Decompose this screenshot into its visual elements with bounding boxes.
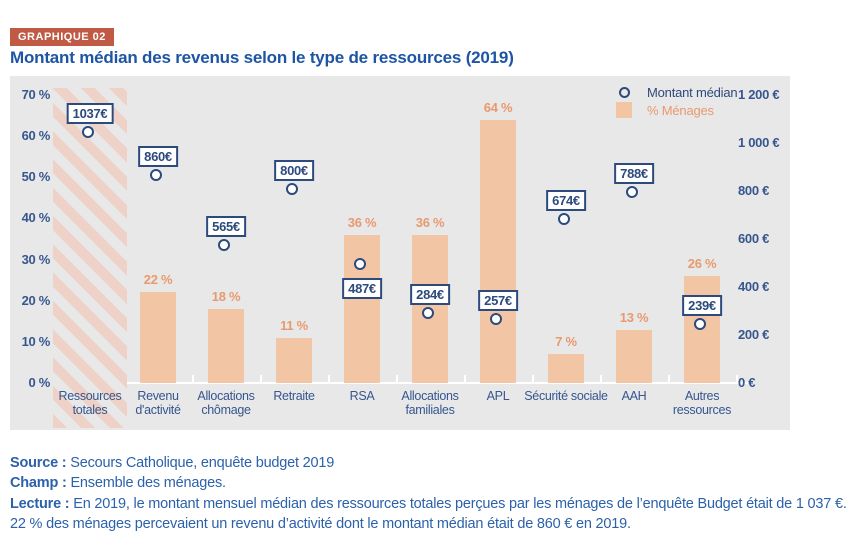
x-axis-category-label: RSA [349,389,375,403]
x-axis-category-label: AAH [621,389,647,403]
median-marker [286,183,298,195]
x-axis-category-label: Revenu d'activité [135,389,181,417]
bar-percent-label: 36 % [347,214,377,230]
axis-baseline [56,382,750,384]
median-marker [626,185,638,198]
x-axis-category-label: Sécurité sociale [524,389,608,403]
y-axis-label-left: 20 % [21,292,51,308]
hatched-bar [53,88,127,428]
legend-slot [614,102,634,118]
median-marker [218,239,230,252]
legend-label-median: Montant médian [647,84,738,100]
median-value-box: 674€ [546,190,586,212]
x-axis-category-label: Allocations familiales [401,389,459,417]
bar-percent-label: 64 % [483,99,513,115]
y-axis-label-left: 40 % [21,210,51,226]
y-axis-label-right: 400 € [738,279,770,294]
bar [140,292,176,383]
median-value-box: 487€ [342,278,382,300]
median-marker [150,168,162,181]
bar [616,329,652,383]
y-axis-label-right: 600 € [738,231,770,246]
legend-item-pct: % Ménages [604,101,784,119]
x-axis-category-label: Autres ressources [672,389,732,417]
median-value-box: 788€ [614,162,654,184]
median-marker-icon [618,86,630,98]
chart-title: Montant médian des revenus selon le type… [10,48,514,67]
median-value-box: 257€ [478,290,518,312]
legend-label-pct: % Ménages [647,102,714,118]
median-marker [490,313,502,326]
median-value-box: 800€ [274,160,314,181]
median-value-box: 565€ [206,216,246,238]
bar [344,234,380,383]
axis-tick [192,375,194,384]
axis-tick [668,375,670,384]
axis-tick [464,375,466,384]
axis-tick [532,375,534,384]
legend-slot [614,86,634,98]
bar-percent-label: 11 % [280,317,308,333]
median-value-box: 284€ [410,283,450,305]
y-axis-label-left: 70 % [21,87,51,102]
x-axis-category-label: Allocations chômage [197,389,255,417]
axis-tick [736,375,738,384]
bar [480,119,516,383]
median-marker [422,306,434,319]
y-axis-label-left: 60 % [21,128,51,144]
bar-percent-label: 26 % [687,256,717,272]
x-axis-category-label: APL [486,389,510,403]
bar-percent-label: 18 % [211,288,241,304]
x-axis-category-label: Ressources totales [58,389,122,417]
bar [276,337,312,383]
bar-percent-label: 22 % [143,272,173,288]
y-axis-label-left: 10 % [21,333,51,349]
axis-tick [328,375,330,384]
y-axis-label-right: 1 200 € [738,87,780,102]
lecture-line-2: 22 % des ménages percevaient un revenu d… [10,515,631,532]
legend-item-median: Montant médian [604,83,784,101]
y-axis-label-right: 0 € [738,375,756,390]
axis-tick [260,375,262,384]
bar-percent-label: 13 % [619,309,649,325]
median-value-box: 1037€ [66,103,114,125]
bar [548,354,584,383]
y-axis-label-left: 0 % [28,375,50,390]
median-value-box: 860€ [138,145,178,167]
chart-legend: Montant médian % Ménages [604,83,784,119]
bar-swatch-icon [616,102,632,118]
y-axis-label-right: 1 000 € [738,135,780,150]
chart-panel: Montant médian % Ménages 70 % 60 % 50 % 40 … [10,76,790,430]
median-marker [82,126,94,139]
median-marker [354,258,366,271]
y-axis-label-left: 30 % [21,251,51,267]
axis-tick [396,375,398,384]
bar-percent-label: 7 % [555,334,577,350]
lecture-line-1: Lecture : En 2019, le montant mensuel mé… [10,495,847,512]
y-axis-label-right: 200 € [738,327,770,342]
y-axis-label-left: 50 % [21,169,51,185]
bar-percent-label: 36 % [415,214,445,230]
bar [208,308,244,383]
x-axis-category-label: Retraite [273,389,315,403]
y-axis-label-right: 800 € [738,183,770,198]
source-line: Source : Secours Catholique, enquête bud… [10,455,335,471]
axis-tick [600,375,602,384]
chart-notes: Source : Secours Catholique, enquête bud… [10,453,852,534]
median-marker [558,213,570,226]
median-marker [694,317,706,330]
median-value-box: 239€ [682,294,722,316]
champ-line: Champ : Ensemble des ménages. [10,475,226,492]
graphic-number-badge: GRAPHIQUE 02 [10,28,114,46]
